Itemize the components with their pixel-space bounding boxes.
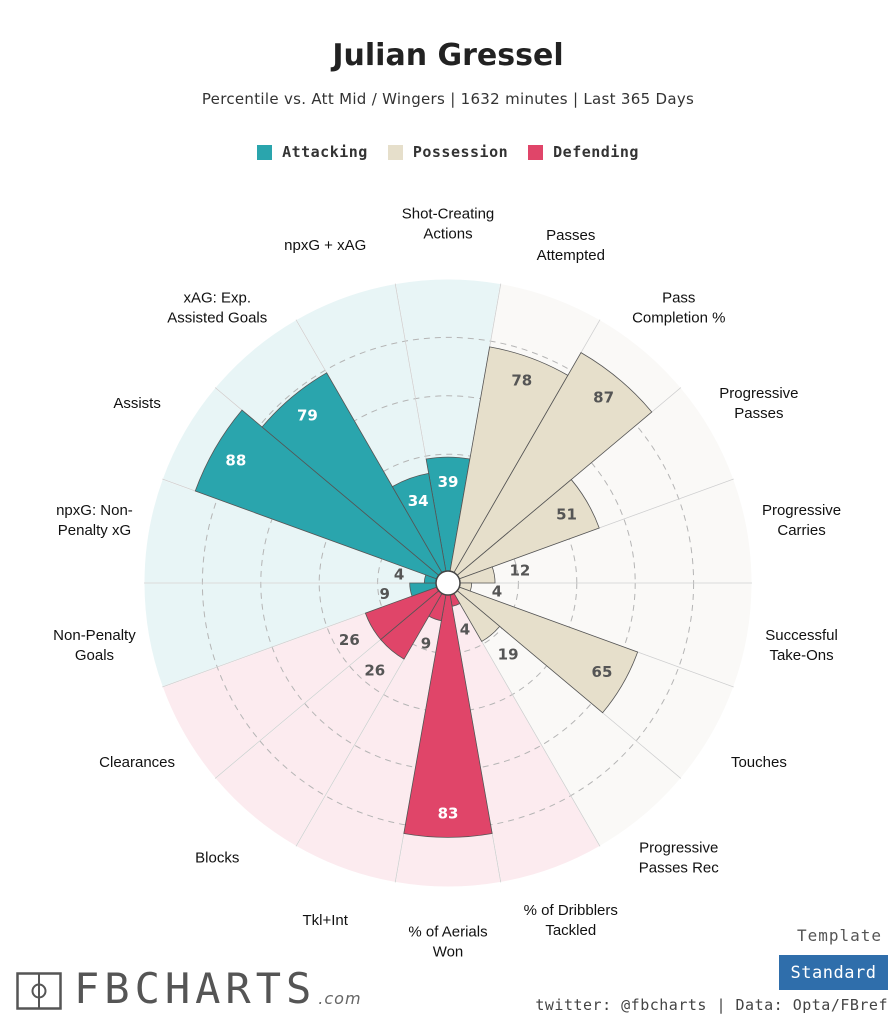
value-label: 12 xyxy=(509,561,530,579)
axis-label: Attempted xyxy=(537,247,605,264)
value-label: 87 xyxy=(593,389,614,407)
value-label: 26 xyxy=(339,631,360,649)
legend-swatch-attacking xyxy=(257,144,273,160)
axis-label: Progressive xyxy=(719,385,798,402)
value-label: 26 xyxy=(364,661,385,679)
value-label: 83 xyxy=(438,804,459,822)
legend-item-attacking: Attacking xyxy=(257,143,368,161)
page-title: Julian Gressel xyxy=(332,38,564,73)
value-label: 34 xyxy=(408,492,429,510)
axis-label: Tackled xyxy=(545,922,596,939)
value-label: 4 xyxy=(394,565,404,583)
axis-label: Passes xyxy=(546,227,595,244)
value-label: 51 xyxy=(556,506,577,524)
value-label: 4 xyxy=(460,621,470,639)
legend-swatch-possession xyxy=(387,144,403,160)
value-label: 4 xyxy=(492,583,502,601)
axis-label: % of Dribblers xyxy=(524,902,618,919)
legend-label-attacking: Attacking xyxy=(282,143,368,161)
value-label: 19 xyxy=(498,646,519,664)
axis-label: Tkl+Int xyxy=(302,912,348,929)
footer-credit: twitter: @fbcharts | Data: Opta/FBref xyxy=(535,996,888,1014)
axis-label: Penalty xG xyxy=(58,522,131,539)
axis-label: Passes Rec xyxy=(639,860,720,877)
legend-label-defending: Defending xyxy=(553,143,639,161)
legend-swatch-defending xyxy=(528,144,544,160)
page-subtitle: Percentile vs. Att Mid / Wingers | 1632 … xyxy=(201,90,695,108)
brand-suffix: .com xyxy=(318,989,362,1008)
axis-label: Blocks xyxy=(195,850,239,867)
axis-label: Progressive xyxy=(762,502,841,519)
axis-label: Successful xyxy=(765,627,838,644)
legend-label-possession: Possession xyxy=(412,143,509,161)
value-label: 39 xyxy=(438,473,459,491)
axis-label: Won xyxy=(433,944,464,961)
value-label: 65 xyxy=(592,663,613,681)
axis-label: xAG: Exp. xyxy=(183,289,251,306)
axis-label: npxG: Non- xyxy=(56,502,133,519)
axis-label: Assists xyxy=(113,395,161,412)
axis-label: Goals xyxy=(75,647,114,664)
template-label: Template xyxy=(796,926,882,945)
value-label: 78 xyxy=(511,371,532,389)
legend-item-possession: Possession xyxy=(387,143,509,161)
axis-label: Assisted Goals xyxy=(167,309,267,326)
template-standard-button[interactable]: Standard xyxy=(779,955,888,990)
axis-label: Carries xyxy=(777,522,825,539)
axis-label: Shot-Creating xyxy=(402,206,495,223)
axis-label: Passes xyxy=(734,405,783,422)
pitch-icon xyxy=(16,972,62,1010)
brand-logo: FBCHARTS .com xyxy=(16,968,362,1010)
axis-label: Progressive xyxy=(639,840,718,857)
legend-item-defending: Defending xyxy=(528,143,639,161)
value-label: 88 xyxy=(225,452,246,470)
value-label: 9 xyxy=(379,585,389,603)
axis-label: Non-Penalty xyxy=(53,627,136,644)
axis-label: Touches xyxy=(731,754,787,771)
axis-label: Take-Ons xyxy=(769,647,833,664)
legend: Attacking Possession Defending xyxy=(0,143,896,161)
value-label: 79 xyxy=(297,406,318,424)
axis-label: npxG + xAG xyxy=(284,237,366,254)
center-circle xyxy=(435,570,461,596)
axis-label: Completion % xyxy=(632,309,725,326)
value-label: 9 xyxy=(421,634,431,652)
axis-label: Actions xyxy=(423,226,472,243)
brand-name: FBCHARTS xyxy=(74,964,317,1013)
axis-label: Clearances xyxy=(99,754,175,771)
axis-label: % of Aerials xyxy=(408,924,487,941)
axis-label: Pass xyxy=(662,289,695,306)
